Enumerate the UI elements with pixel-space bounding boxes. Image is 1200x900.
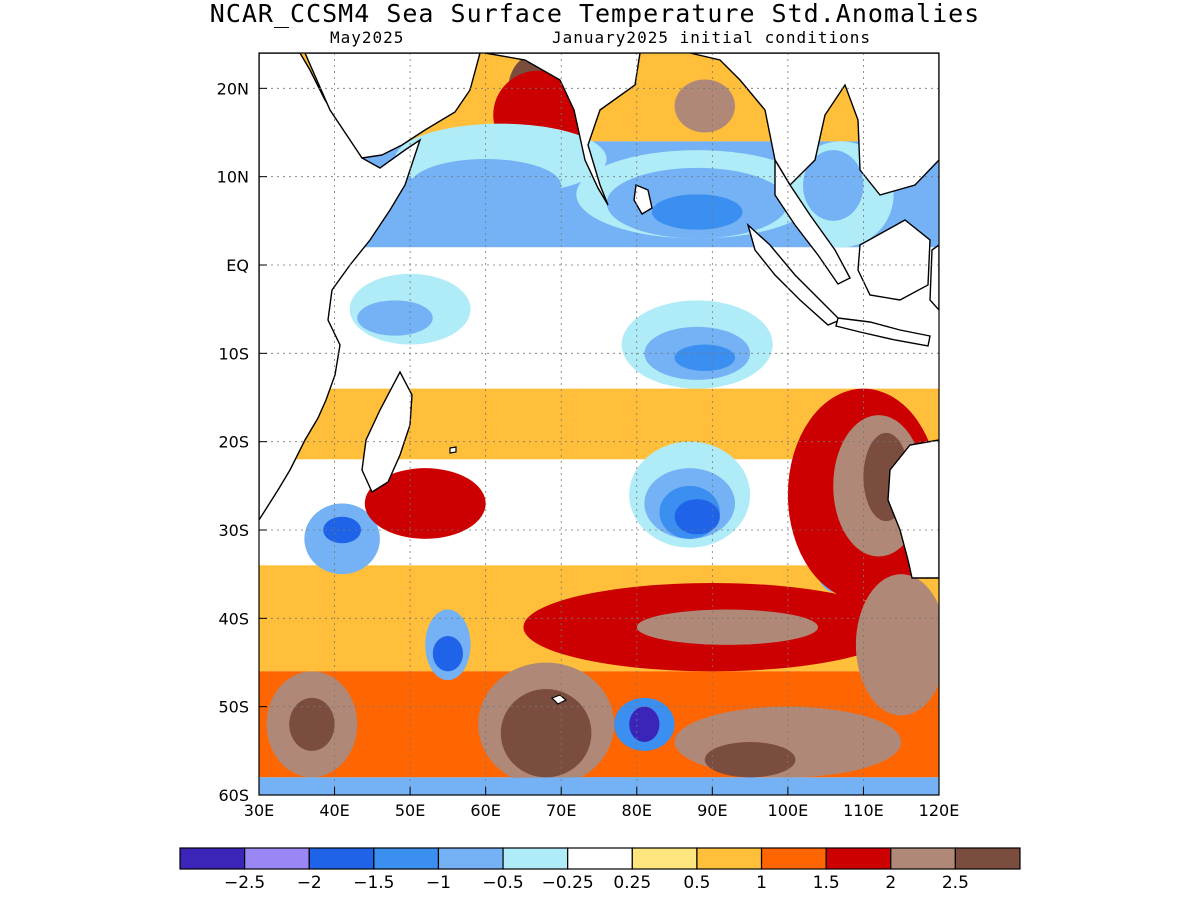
lon-tick-label-8: 110E [843, 801, 884, 820]
anomaly-region-26 [629, 706, 660, 742]
lat-tick-label-4: 20S [218, 433, 249, 452]
colorbar-swatch-6 [567, 847, 633, 870]
anomaly-region-33 [855, 574, 939, 716]
colorbar-swatch-1 [244, 847, 310, 870]
lat-tick-label-1: 10N [217, 168, 249, 187]
land-masses [259, 53, 939, 705]
colorbar-label-6: 0.25 [613, 873, 651, 893]
colorbar-label-2: −1.5 [353, 873, 394, 893]
anomaly-region-10 [803, 150, 864, 221]
lon-tick-label-4: 70E [546, 801, 576, 820]
lon-tick-label-1: 40E [319, 801, 349, 820]
colorbar-label-3: −1 [426, 873, 451, 893]
anomaly-region-39 [704, 742, 796, 778]
colorbar-swatch-9 [760, 847, 827, 870]
colorbar-swatch-0 [179, 847, 246, 870]
colorbar-swatch-2 [308, 847, 375, 870]
malay-peninsula-land [774, 157, 851, 285]
lon-tick-label-2: 50E [395, 801, 425, 820]
colorbar-swatch-8 [696, 847, 763, 870]
anomaly-region-40 [259, 777, 939, 795]
lon-tick-label-3: 60E [470, 801, 500, 820]
forecast-month: May2025 [330, 28, 405, 47]
sumatra-land [746, 222, 842, 326]
map-gridlines [259, 53, 939, 795]
anomaly-region-35 [500, 689, 592, 778]
colorbar-label-1: −2 [297, 873, 322, 893]
borneo-land [857, 219, 931, 301]
map-title: NCAR_CCSM4 Sea Surface Temperature Std.A… [209, 0, 981, 28]
lat-tick-label-6: 40S [218, 609, 249, 628]
colorbar-swatch-5 [502, 847, 569, 870]
lon-tick-label-5: 80E [622, 801, 652, 820]
lon-tick-label-6: 90E [697, 801, 727, 820]
anomaly-region-21 [323, 516, 361, 544]
lat-tick-label-0: 20N [217, 79, 249, 98]
australia-land [887, 439, 939, 579]
arabia-land [304, 53, 481, 159]
plot-frame [258, 52, 940, 796]
madagascar-land [361, 370, 413, 494]
lat-tick-label-8: 60S [218, 786, 249, 805]
colorbar-label-8: 1 [756, 873, 767, 893]
colorbar-label-0: −2.5 [224, 873, 265, 893]
anomaly-region-37 [289, 697, 335, 751]
lon-tick-label-9: 120E [919, 801, 960, 820]
anomaly-region-15 [674, 344, 735, 371]
colorbar-swatch-11 [890, 847, 956, 870]
lat-tick-label-3: 10S [218, 344, 249, 363]
srilanka-land [633, 184, 653, 215]
colorbar-label-7: 0.5 [683, 873, 710, 893]
anomaly-region-12 [357, 300, 433, 336]
colorbar: −2.5 −2 −1.5 −1 −0.5 −0.25 0.25 0.5 1 1.5 2 2.5 [179, 847, 1021, 893]
anomaly-region-8 [651, 194, 743, 230]
mauritius-island [449, 446, 457, 454]
colorbar-swatch-10 [825, 847, 892, 870]
sulawesi-land [929, 244, 939, 312]
anomaly-region-32 [636, 609, 819, 645]
java-land [835, 317, 931, 347]
anomaly-region-30 [364, 468, 486, 539]
colorbar-label-11: 2.5 [942, 873, 969, 893]
lat-tick-label-2: EQ [226, 256, 249, 275]
colorbar-label-4: −0.5 [482, 873, 523, 893]
colorbar-swatch-3 [373, 847, 440, 870]
anomaly-region-2 [674, 79, 735, 133]
colorbar-label-9: 1.5 [813, 873, 840, 893]
lat-tick-label-5: 30S [218, 521, 249, 540]
colorbar-swatch-4 [437, 847, 504, 870]
colorbar-label-10: 2 [885, 873, 896, 893]
india-land [484, 53, 641, 206]
colorbar-swatch-12 [954, 847, 1021, 870]
anomaly-field [259, 53, 939, 795]
kerguelen-island [550, 694, 568, 705]
lat-tick-label-7: 50S [218, 698, 249, 717]
colorbar-label-5: −0.25 [542, 873, 594, 893]
colorbar-swatch-7 [631, 847, 698, 870]
lon-tick-label-0: 30E [244, 801, 274, 820]
anomaly-region-24 [432, 636, 463, 672]
axis-ticks: 30E 40E 50E 60E 70E 80E 90E 100E 110E 120E 20N 10N E… [217, 79, 960, 820]
initial-conditions: January2025 initial conditions [552, 28, 871, 47]
lon-tick-label-7: 100E [768, 801, 809, 820]
anomaly-region-19 [674, 499, 720, 535]
